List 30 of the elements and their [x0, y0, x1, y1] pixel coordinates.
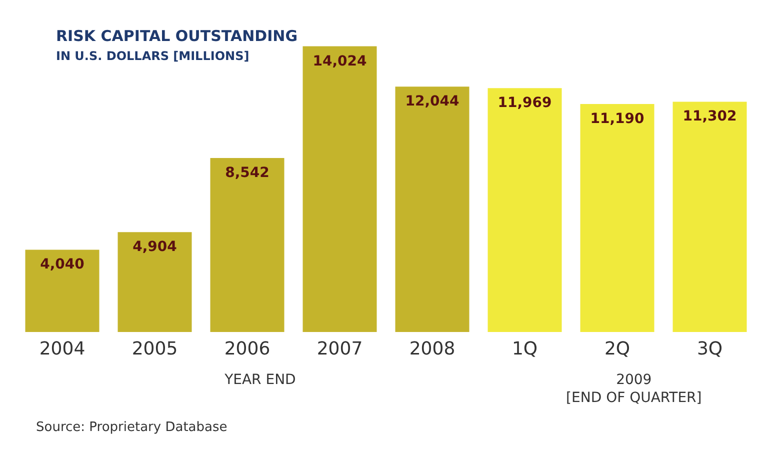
bar: [488, 88, 562, 332]
x-tick-label: 2006: [224, 338, 270, 360]
data-label: 12,044: [405, 94, 460, 110]
bar: [118, 232, 192, 332]
x-tick-label: 2005: [132, 338, 178, 360]
x-tick-label: 1Q: [512, 338, 538, 360]
bar: [580, 104, 654, 332]
bar: [25, 250, 100, 332]
bar: [395, 86, 470, 332]
chart-subtitle: IN U.S. DOLLARS [MILLIONS]: [56, 49, 250, 63]
chart-title: RISK CAPITAL OUTSTANDING: [56, 27, 298, 45]
x-tick-label: 2008: [409, 338, 456, 360]
x-tick-label: 2007: [316, 338, 363, 360]
bar: [672, 102, 747, 332]
data-label: 14,024: [312, 53, 368, 70]
text: YEAR END: [224, 372, 296, 388]
data-label: 4,904: [132, 239, 178, 256]
data-label: 4,040: [40, 256, 85, 273]
x-tick-label: 2004: [39, 338, 86, 360]
data-label: 11,969: [498, 95, 552, 112]
text: [END OF QUARTER]: [566, 390, 702, 406]
data-label: 8,542: [225, 164, 270, 181]
x-tick-label: 2Q: [604, 338, 630, 360]
bar: [210, 158, 284, 332]
text: 2009: [616, 372, 652, 388]
data-label: 11,190: [590, 111, 645, 128]
x-tick-label: 3Q: [696, 338, 723, 360]
data-label: 11,302: [682, 108, 737, 125]
bar: [302, 46, 377, 332]
source-note: Source: Proprietary Database: [36, 420, 228, 435]
